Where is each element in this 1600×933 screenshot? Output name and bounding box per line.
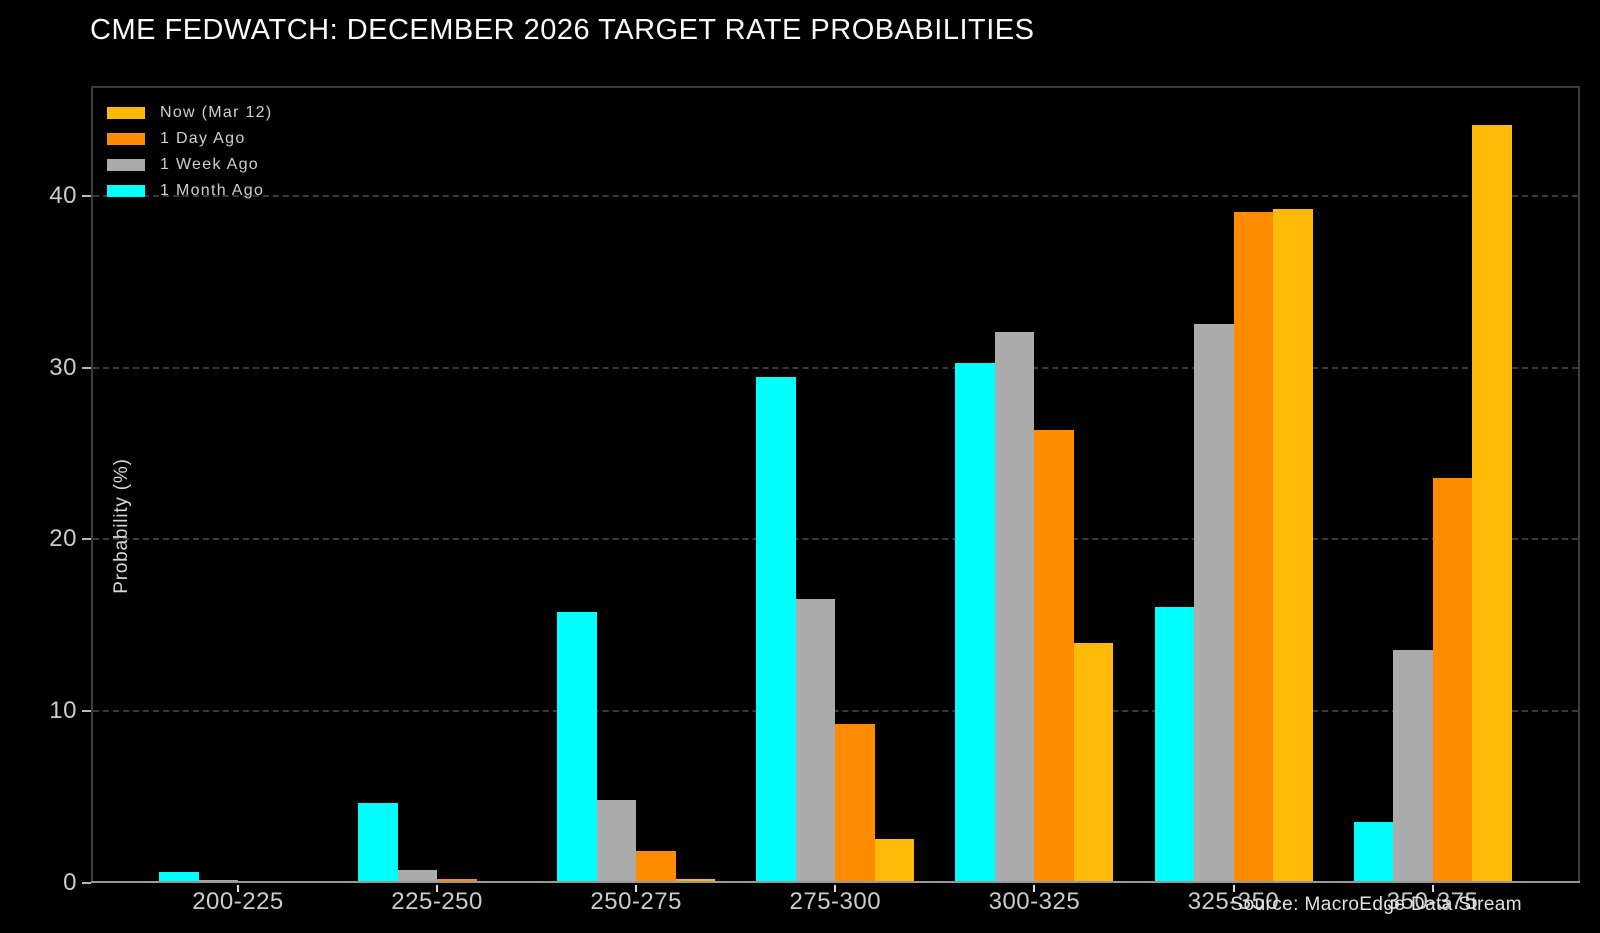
y-tick-label: 10 [49, 697, 77, 725]
legend-label: 1 Month Ago [160, 182, 265, 199]
y-axis-label: Probability (%) [111, 458, 132, 594]
y-tick-label: 0 [63, 869, 77, 896]
bar-1-day-ago-225-250 [437, 878, 477, 882]
legend-swatch-icon [107, 107, 145, 119]
y-tick-mark-0 [82, 882, 91, 884]
bar-now-mar-12-250-275 [675, 878, 716, 882]
x-tick-mark-275-300 [834, 885, 837, 892]
bar-1-month-ago-200-225 [159, 871, 199, 882]
bar-1-day-ago-325-350 [1233, 212, 1273, 882]
legend-item: 1 Day Ago [107, 126, 273, 152]
bar-1-day-ago-250-275 [636, 851, 676, 882]
x-tick-mark-200-225 [237, 885, 239, 892]
bar-1-month-ago-225-250 [358, 803, 398, 882]
bar-1-week-ago-250-275 [596, 799, 637, 882]
bar-1-month-ago-300-325 [955, 363, 995, 882]
y-tick-label: 40 [49, 181, 77, 209]
plot-border-right [1578, 86, 1580, 883]
x-axis-line [91, 881, 1580, 883]
legend-item: 1 Month Ago [107, 178, 273, 204]
y-tick-mark-10 [82, 710, 91, 713]
x-tick-mark-325-350 [1232, 885, 1235, 892]
bar-1-month-ago-350-375 [1353, 821, 1394, 882]
x-tick-mark-350-375 [1431, 885, 1434, 892]
bar-1-week-ago-300-325 [994, 332, 1035, 882]
plot-area: Probability (%) Now (Mar 12) 1 Day Ago 1 W… [49, 86, 1580, 915]
x-tick-mark-300-325 [1033, 885, 1036, 892]
x-tick-label: 325-350 [1187, 888, 1280, 915]
chart-title: CME FEDWATCH: DECEMBER 2026 TARGET RATE … [90, 14, 1035, 46]
legend-swatch-icon [107, 159, 145, 171]
bar-1-month-ago-275-300 [756, 377, 796, 882]
bar-1-week-ago-225-250 [397, 869, 438, 882]
bar-1-day-ago-300-325 [1034, 430, 1074, 882]
y-tick-mark-40 [82, 194, 91, 197]
gridline-20 [93, 538, 1578, 541]
gridline-40 [93, 194, 1578, 197]
bar-now-mar-12-275-300 [874, 839, 915, 882]
legend: Now (Mar 12) 1 Day Ago 1 Week Ago 1 Month A… [107, 100, 273, 204]
bar-1-day-ago-350-375 [1432, 478, 1473, 882]
legend-swatch-icon [107, 185, 145, 197]
legend-label: 1 Day Ago [160, 130, 246, 147]
gridline-10 [93, 710, 1578, 713]
gridline-30 [93, 366, 1578, 369]
x-tick-label: 300-325 [988, 888, 1081, 915]
source-note: Source: MacroEdge Data Stream [1230, 894, 1522, 915]
x-tick-mark-250-275 [635, 885, 638, 892]
legend-swatch-icon [107, 133, 145, 145]
x-tick-label: 225-250 [391, 888, 483, 915]
legend-item: Now (Mar 12) [107, 100, 273, 126]
x-tick-label: 250-275 [590, 888, 682, 915]
bar-1-month-ago-250-275 [557, 612, 597, 882]
bar-1-week-ago-325-350 [1194, 323, 1234, 882]
y-tick-mark-30 [82, 366, 91, 369]
y-tick-label: 20 [49, 525, 77, 553]
bar-now-mar-12-350-375 [1472, 124, 1512, 882]
plot-border-top [91, 86, 1580, 88]
legend-label: 1 Week Ago [160, 156, 259, 173]
x-tick-mark-225-250 [436, 885, 439, 892]
bar-1-week-ago-275-300 [795, 598, 836, 882]
y-tick-mark-20 [82, 538, 91, 541]
y-tick-label: 30 [49, 353, 77, 381]
legend-label: Now (Mar 12) [160, 104, 273, 121]
bar-1-day-ago-275-300 [835, 723, 875, 882]
bar-now-mar-12-300-325 [1073, 643, 1114, 882]
bar-now-mar-12-325-350 [1273, 208, 1313, 882]
y-axis-line [91, 86, 93, 883]
bar-1-week-ago-350-375 [1393, 650, 1433, 882]
x-tick-label: 350-375 [1386, 888, 1479, 915]
x-tick-label: 275-300 [789, 888, 882, 915]
legend-item: 1 Week Ago [107, 152, 273, 178]
x-tick-label: 200-225 [192, 888, 284, 915]
bar-1-month-ago-325-350 [1154, 607, 1194, 882]
